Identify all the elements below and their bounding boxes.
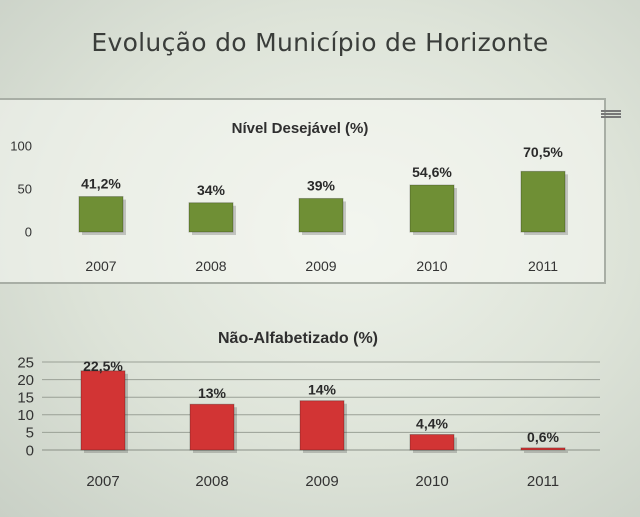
data-label: 22,5% [83,358,123,374]
x-tick-label: 2007 [86,473,119,490]
data-label: 14% [308,382,337,398]
y-tick-label: 20 [17,372,34,389]
data-label: 0,6% [527,429,559,445]
data-label: 39% [307,177,336,193]
scroll-handle-icon [601,110,621,118]
chart-title: Nível Desejável (%) [232,120,369,137]
y-tick-label: 25 [17,354,34,371]
bar [188,202,234,233]
x-tick-label: 2008 [195,258,226,274]
x-tick-label: 2009 [305,473,338,490]
x-tick-label: 2010 [416,258,447,274]
x-tick-label: 2008 [195,473,228,490]
bar-shadow [524,450,568,453]
bar [189,403,235,451]
x-tick-label: 2009 [305,258,336,274]
data-label: 34% [197,182,226,198]
y-tick-label: 10 [17,407,34,424]
bar [409,434,455,451]
y-tick-label: 50 [18,182,32,197]
chart-title: Não-Alfabetizado (%) [218,330,378,347]
bar [80,370,126,451]
y-tick-label: 100 [10,139,32,154]
x-tick-label: 2011 [528,258,558,274]
data-label: 41,2% [81,176,121,192]
bar [409,184,455,233]
data-label: 4,4% [416,416,448,432]
x-tick-label: 2010 [415,473,448,490]
data-label: 54,6% [412,164,452,180]
x-tick-label: 2011 [527,473,559,490]
y-tick-label: 15 [17,389,34,406]
top-chart-panel [0,98,606,284]
bar [299,400,345,451]
data-label: 13% [198,385,227,401]
bar [520,170,566,233]
data-label: 70,5% [523,144,563,160]
bar [78,196,124,233]
slide-title: Evolução do Município de Horizonte [91,28,549,57]
y-tick-label: 0 [26,442,34,459]
y-tick-label: 0 [25,225,32,240]
bar [520,447,566,451]
bar [298,197,344,233]
y-tick-label: 5 [26,425,34,442]
x-tick-label: 2007 [85,258,116,274]
